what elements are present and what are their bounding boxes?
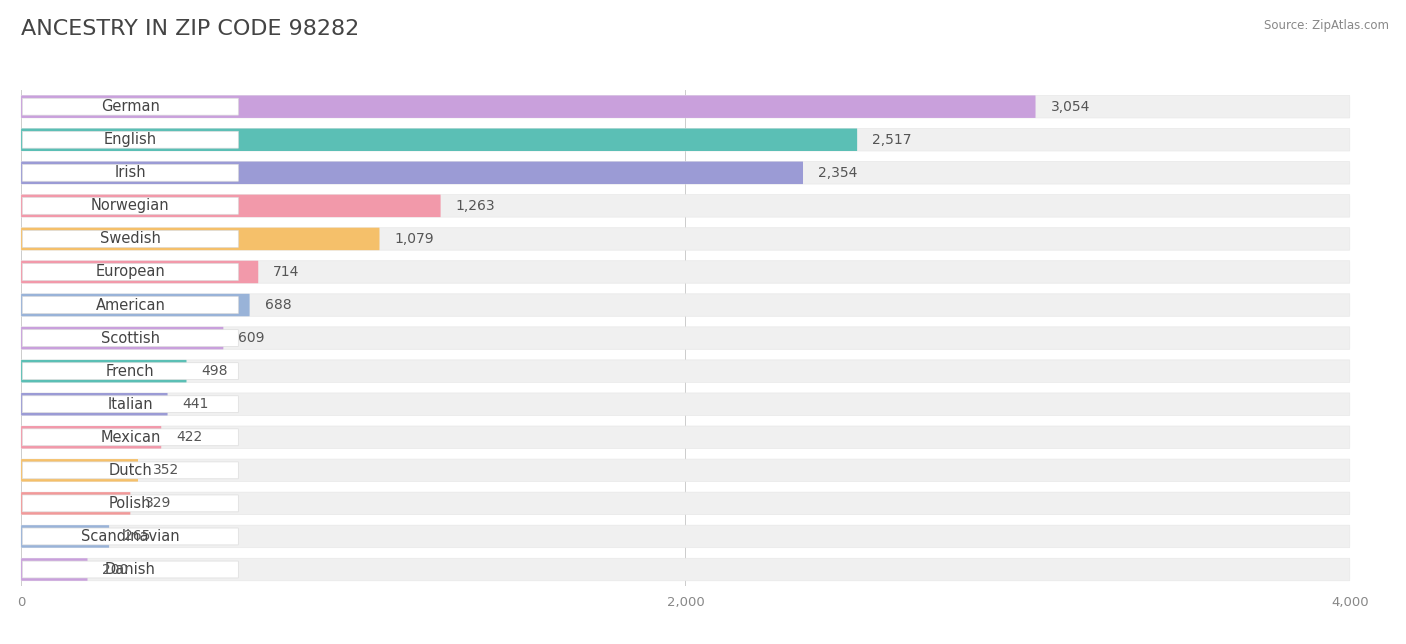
FancyBboxPatch shape [21, 327, 224, 349]
Text: Italian: Italian [108, 397, 153, 412]
FancyBboxPatch shape [21, 360, 187, 383]
FancyBboxPatch shape [21, 558, 1350, 581]
FancyBboxPatch shape [22, 462, 239, 478]
Text: 2,354: 2,354 [818, 166, 858, 180]
FancyBboxPatch shape [22, 131, 239, 148]
FancyBboxPatch shape [22, 528, 239, 545]
FancyBboxPatch shape [22, 363, 239, 379]
FancyBboxPatch shape [22, 495, 239, 512]
Text: German: German [101, 99, 160, 114]
FancyBboxPatch shape [21, 228, 380, 250]
FancyBboxPatch shape [21, 492, 1350, 515]
Text: 498: 498 [201, 364, 228, 378]
FancyBboxPatch shape [21, 129, 858, 151]
FancyBboxPatch shape [21, 393, 167, 415]
FancyBboxPatch shape [21, 162, 803, 184]
FancyBboxPatch shape [22, 561, 239, 578]
FancyBboxPatch shape [21, 95, 1036, 118]
Text: 1,263: 1,263 [456, 199, 495, 213]
Text: Dutch: Dutch [108, 463, 152, 478]
FancyBboxPatch shape [21, 194, 440, 217]
FancyBboxPatch shape [21, 426, 1350, 448]
Text: ANCESTRY IN ZIP CODE 98282: ANCESTRY IN ZIP CODE 98282 [21, 19, 360, 39]
Text: English: English [104, 132, 157, 147]
Text: Scandinavian: Scandinavian [82, 529, 180, 544]
FancyBboxPatch shape [22, 330, 239, 346]
FancyBboxPatch shape [21, 294, 250, 316]
FancyBboxPatch shape [21, 228, 1350, 250]
Text: Irish: Irish [114, 166, 146, 180]
Text: 2,517: 2,517 [872, 133, 911, 147]
FancyBboxPatch shape [21, 261, 259, 283]
Text: 422: 422 [176, 430, 202, 444]
Text: American: American [96, 298, 166, 312]
Text: Danish: Danish [105, 562, 156, 577]
Text: Norwegian: Norwegian [91, 198, 170, 213]
FancyBboxPatch shape [21, 360, 1350, 383]
Text: Source: ZipAtlas.com: Source: ZipAtlas.com [1264, 19, 1389, 32]
Text: European: European [96, 265, 166, 279]
FancyBboxPatch shape [21, 526, 1350, 547]
FancyBboxPatch shape [21, 194, 1350, 217]
Text: 3,054: 3,054 [1050, 100, 1090, 114]
FancyBboxPatch shape [22, 297, 239, 314]
Text: 352: 352 [153, 463, 179, 477]
Text: 441: 441 [183, 397, 209, 412]
FancyBboxPatch shape [22, 231, 239, 247]
FancyBboxPatch shape [21, 327, 1350, 349]
Text: Scottish: Scottish [101, 330, 160, 346]
FancyBboxPatch shape [21, 526, 110, 547]
FancyBboxPatch shape [21, 129, 1350, 151]
Text: Polish: Polish [110, 496, 152, 511]
Text: 688: 688 [264, 298, 291, 312]
FancyBboxPatch shape [21, 393, 1350, 415]
FancyBboxPatch shape [21, 459, 1350, 482]
FancyBboxPatch shape [22, 263, 239, 280]
FancyBboxPatch shape [21, 162, 1350, 184]
FancyBboxPatch shape [22, 164, 239, 181]
Text: 1,079: 1,079 [395, 232, 434, 246]
FancyBboxPatch shape [22, 99, 239, 115]
FancyBboxPatch shape [22, 429, 239, 446]
FancyBboxPatch shape [21, 492, 131, 515]
Text: 200: 200 [103, 562, 129, 576]
Text: 609: 609 [239, 331, 264, 345]
FancyBboxPatch shape [21, 459, 138, 482]
Text: 714: 714 [273, 265, 299, 279]
FancyBboxPatch shape [21, 294, 1350, 316]
Text: French: French [105, 364, 155, 379]
Text: Mexican: Mexican [100, 430, 160, 445]
FancyBboxPatch shape [21, 426, 162, 448]
Text: 329: 329 [145, 497, 172, 511]
FancyBboxPatch shape [22, 198, 239, 214]
FancyBboxPatch shape [21, 95, 1350, 118]
FancyBboxPatch shape [22, 396, 239, 413]
FancyBboxPatch shape [21, 261, 1350, 283]
Text: 265: 265 [124, 529, 150, 544]
FancyBboxPatch shape [21, 558, 87, 581]
Text: Swedish: Swedish [100, 231, 160, 247]
